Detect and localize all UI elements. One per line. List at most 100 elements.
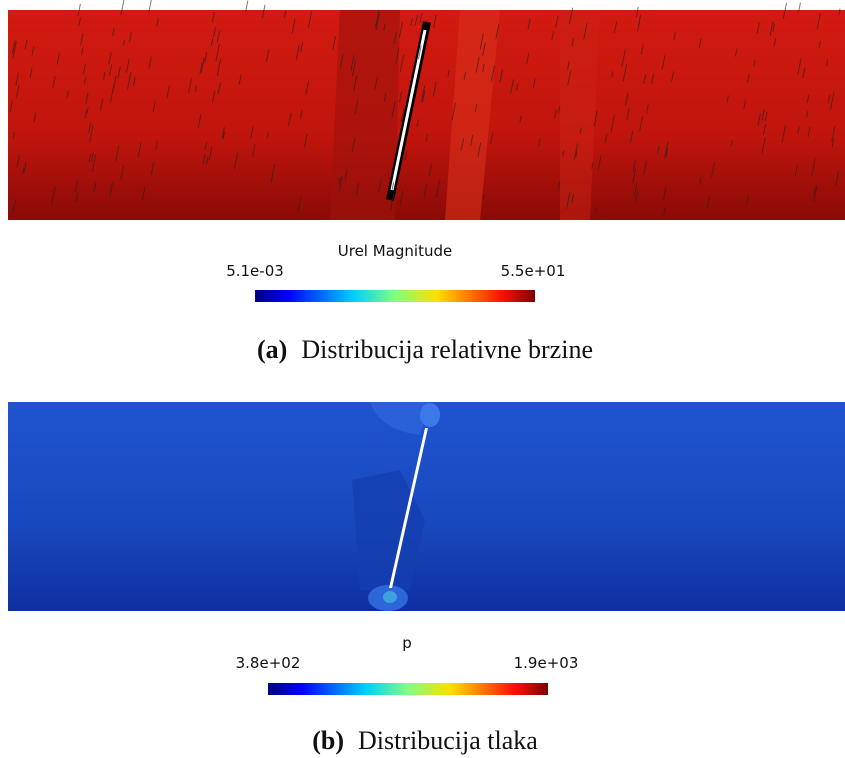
vector-arrow <box>625 92 629 106</box>
vector-arrow <box>475 56 480 73</box>
vector-arrow <box>166 85 170 99</box>
vector-arrow <box>210 38 214 47</box>
vector-arrow <box>383 23 386 31</box>
vector-arrow <box>216 30 221 43</box>
vector-arrow <box>355 182 360 196</box>
vector-arrow <box>22 167 25 175</box>
vector-arrow <box>152 101 156 113</box>
vector-arrow <box>818 40 821 49</box>
vector-arrow <box>350 54 355 71</box>
vector-arrow <box>482 192 485 200</box>
vector-arrow <box>150 162 155 176</box>
vector-arrow <box>575 150 578 158</box>
vector-arrow <box>398 91 403 103</box>
vector-arrow <box>354 99 359 115</box>
vector-arrow <box>211 12 215 23</box>
vector-arrow <box>566 192 571 210</box>
colorbar-title: Urel Magnitude <box>338 242 452 260</box>
vector-arrow <box>656 145 660 155</box>
vector-arrow <box>509 79 514 95</box>
vector-arrow <box>816 12 821 30</box>
vector-arrow <box>583 23 588 40</box>
vector-arrow <box>204 141 208 150</box>
vector-arrow <box>745 195 749 207</box>
vector-arrow <box>773 38 777 47</box>
vector-arrow <box>391 182 395 190</box>
vector-arrow <box>212 90 216 103</box>
vector-arrow <box>757 113 761 126</box>
vector-arrow <box>423 183 428 198</box>
vector-arrow <box>245 0 249 13</box>
vector-arrow <box>283 10 287 18</box>
caption-text: Distribucija tlaka <box>358 726 538 755</box>
vector-arrow <box>477 142 482 157</box>
vector-arrow <box>300 42 304 53</box>
caption-label: (a) <box>257 335 287 364</box>
vector-arrow <box>419 13 423 23</box>
vector-arrow <box>626 107 630 121</box>
vector-arrow <box>538 137 541 147</box>
vector-arrow <box>772 23 775 32</box>
vector-arrow <box>425 133 429 142</box>
vector-arrow <box>797 126 800 135</box>
vector-arrow <box>75 192 79 202</box>
vector-arrow <box>613 21 618 34</box>
vector-arrow <box>80 33 84 46</box>
vector-arrow <box>673 31 676 40</box>
vector-arrow <box>490 65 496 82</box>
vector-arrow <box>12 41 17 59</box>
vector-arrow <box>51 186 56 205</box>
vector-arrow <box>743 99 747 109</box>
vector-arrow <box>831 126 836 143</box>
vector-arrow <box>9 100 13 112</box>
vector-arrow <box>16 155 20 168</box>
vector-arrow <box>389 193 395 211</box>
vector-arrow <box>108 52 112 65</box>
vector-arrow <box>460 138 465 151</box>
vector-arrow <box>395 48 400 64</box>
colorbar-title: p <box>402 634 412 652</box>
vector-arrow <box>383 92 387 103</box>
vector-arrow <box>117 66 121 79</box>
vector-arrow <box>663 207 666 216</box>
vector-arrow <box>756 22 760 34</box>
vector-arrow <box>573 142 579 161</box>
vector-arrow <box>216 58 222 76</box>
vector-arrow <box>266 131 269 139</box>
vector-arrow <box>827 94 831 104</box>
vector-arrow <box>554 109 557 119</box>
vector-arrow <box>339 54 344 68</box>
vector-arrow <box>399 190 404 206</box>
vector-arrow <box>515 83 519 91</box>
vector-arrow <box>558 105 561 113</box>
vector-arrow <box>156 18 159 27</box>
vector-arrow <box>374 9 380 28</box>
vector-arrow <box>532 78 536 89</box>
vector-arrow <box>526 52 530 65</box>
vector-arrow <box>115 145 120 162</box>
vector-arrow <box>375 12 381 31</box>
vector-arrow <box>410 18 413 26</box>
vector-arrow <box>490 132 494 144</box>
vector-arrow <box>197 114 202 129</box>
vector-arrow <box>391 101 396 118</box>
vector-arrow <box>148 0 152 13</box>
vector-arrow <box>639 116 644 132</box>
vector-arrow <box>447 70 450 77</box>
vector-arrow <box>305 80 310 95</box>
vector-arrow <box>482 43 486 57</box>
vector-arrow <box>261 4 266 19</box>
vector-arrow <box>643 160 647 176</box>
vector-arrow <box>591 161 594 170</box>
vector-arrow <box>604 133 608 144</box>
vector-arrow <box>109 182 114 197</box>
vector-arrow <box>217 82 221 95</box>
vector-arrow <box>126 72 132 90</box>
vector-arrow <box>202 153 206 164</box>
vector-arrow <box>416 119 420 128</box>
vector-arrow <box>762 123 767 135</box>
vector-arrow <box>567 70 572 86</box>
vector-arrow <box>495 24 500 40</box>
vector-arrow <box>831 139 835 148</box>
